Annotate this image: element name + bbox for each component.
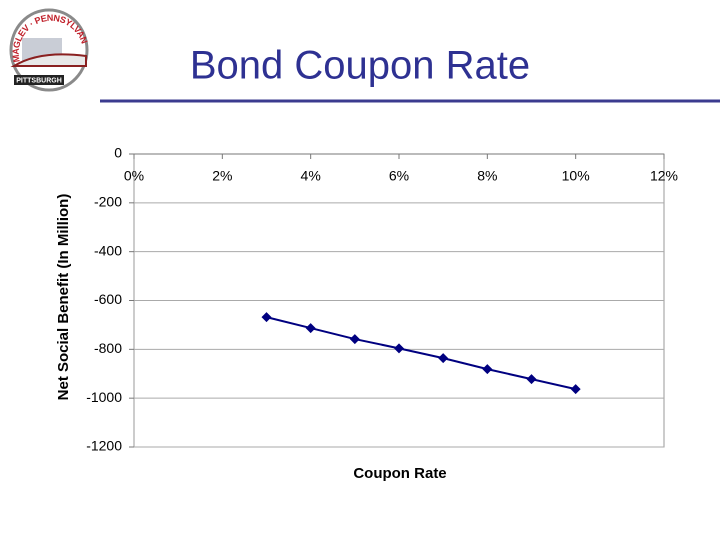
data-point [305,323,316,334]
x-tick-label: 6% [389,168,409,184]
plot: 0 -200 -400 -600 -800 -1000 -1200 0% 2% 4% 6% 8% 10%… [86,145,678,454]
logo-banner [14,75,64,85]
x-tick-label: 2% [212,168,232,184]
x-tick-label: 0% [124,168,144,184]
y-tick-label: 0 [114,145,122,161]
y-tick-label: -800 [94,340,122,356]
data-point [261,312,272,323]
data-point [570,384,581,395]
x-axis-label: Coupon Rate [353,465,446,482]
y-tick-label: -600 [94,291,122,307]
logo-train [10,53,87,67]
x-tick-label: 12% [650,168,678,184]
x-tick-label: 10% [562,168,590,184]
logo: MAGLEV · PENNSYLVANIA PITTSBURGH [0,0,89,92]
logo-bottom-text: PITTSBURGH [16,77,62,84]
data-point [438,353,449,364]
data-point [526,374,537,385]
y-axis-label: Net Social Benefit (In Million) [55,194,72,401]
data-point [349,334,360,345]
series-line [266,316,576,391]
y-tick-label: -200 [94,194,122,210]
data-point [482,364,493,375]
x-tick-label: 4% [301,168,321,184]
y-tick-label: -1200 [86,438,122,454]
y-tick-label: -1000 [86,389,122,405]
y-tick-label: -400 [94,242,122,258]
data-point [394,343,404,354]
x-tick-label: 8% [477,168,497,184]
slide-title: Bond Coupon Rate [190,44,530,88]
